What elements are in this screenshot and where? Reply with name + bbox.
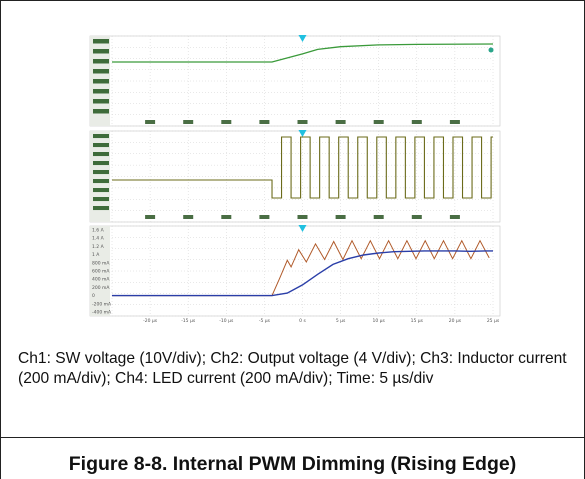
top-time-block bbox=[449, 120, 460, 124]
middle-time-block bbox=[335, 215, 346, 219]
ch2-offset-marker bbox=[488, 47, 494, 53]
top-channel-label-block bbox=[93, 69, 109, 74]
middle-time-block bbox=[183, 215, 194, 219]
middle-channel-label-block bbox=[93, 188, 109, 193]
x-tick-label: 25 µs bbox=[487, 318, 500, 324]
middle-channel-label-block bbox=[93, 134, 109, 139]
middle-channel-label-block bbox=[93, 152, 109, 157]
x-tick-label: -20 µs bbox=[143, 318, 158, 324]
top-time-block bbox=[411, 120, 422, 124]
top-channel-label-block bbox=[93, 59, 109, 64]
y-tick-label: 200 mA bbox=[92, 285, 110, 291]
output-voltage-trace bbox=[112, 43, 494, 63]
bottom-trigger-marker bbox=[298, 225, 307, 232]
middle-channel-label-block bbox=[93, 143, 109, 148]
x-tick-label: -10 µs bbox=[219, 318, 234, 324]
x-tick-label: 5 µs bbox=[336, 318, 346, 324]
middle-channel-label-block bbox=[93, 206, 109, 211]
middle-time-block bbox=[449, 215, 460, 219]
x-tick-label: 0 s bbox=[299, 318, 306, 324]
x-tick-label: -15 µs bbox=[181, 318, 196, 324]
top-time-block bbox=[145, 120, 156, 124]
y-tick-label: 600 mA bbox=[92, 269, 110, 275]
middle-channel-label-block bbox=[93, 197, 109, 202]
oscilloscope-capture: 1.6 A 1.4 A 1.2 A 1 A 800 mA 600 mA 400 mA 200 … bbox=[89, 35, 501, 324]
middle-time-block bbox=[221, 215, 232, 219]
y-tick-label: -400 mA bbox=[92, 310, 112, 316]
top-panel-output-voltage bbox=[89, 35, 501, 127]
y-tick-label: 800 mA bbox=[92, 260, 110, 266]
middle-time-block bbox=[145, 215, 156, 219]
sw-voltage-trace bbox=[112, 136, 493, 199]
top-time-block bbox=[221, 120, 232, 124]
y-tick-label: -200 mA bbox=[92, 301, 112, 307]
y-tick-label: 1.2 A bbox=[92, 244, 105, 250]
figure-caption: Ch1: SW voltage (10V/div); Ch2: Output v… bbox=[18, 350, 567, 387]
y-tick-label: 400 mA bbox=[92, 277, 110, 283]
middle-time-block bbox=[373, 215, 384, 219]
bottom-label-strip bbox=[90, 226, 110, 316]
top-channel-label-block bbox=[93, 89, 109, 94]
top-trigger-marker bbox=[298, 35, 307, 42]
top-time-block bbox=[297, 120, 308, 124]
middle-trigger-marker bbox=[298, 130, 307, 137]
middle-time-block bbox=[411, 215, 422, 219]
middle-panel-sw-voltage bbox=[89, 130, 501, 223]
y-tick-label: 0 bbox=[92, 293, 95, 299]
top-time-block bbox=[259, 120, 270, 124]
x-tick-label: 10 µs bbox=[373, 318, 386, 324]
top-channel-label-block bbox=[93, 39, 109, 44]
top-time-block bbox=[373, 120, 384, 124]
middle-time-block bbox=[297, 215, 308, 219]
inductor-current-trace bbox=[112, 239, 490, 297]
top-time-block bbox=[335, 120, 346, 124]
bottom-panel-currents: 1.6 A 1.4 A 1.2 A 1 A 800 mA 600 mA 400 mA 200 … bbox=[89, 225, 501, 324]
top-channel-label-block bbox=[93, 99, 109, 104]
y-tick-label: 1.4 A bbox=[92, 236, 105, 242]
figure-title: Figure 8-8. Internal PWM Dimming (Rising… bbox=[68, 453, 517, 475]
top-channel-label-block bbox=[93, 109, 109, 114]
middle-channel-label-block bbox=[93, 179, 109, 184]
middle-channel-label-block bbox=[93, 170, 109, 175]
top-channel-label-block bbox=[93, 79, 109, 84]
y-tick-label: 1.6 A bbox=[92, 228, 105, 234]
x-tick-label: 20 µs bbox=[449, 318, 462, 324]
middle-channel-label-block bbox=[93, 161, 109, 166]
y-tick-label: 1 A bbox=[92, 252, 100, 258]
led-current-trace bbox=[112, 250, 493, 297]
x-tick-label: -5 µs bbox=[259, 318, 271, 324]
top-time-block bbox=[183, 120, 194, 124]
middle-time-block bbox=[259, 215, 270, 219]
x-tick-label: 15 µs bbox=[411, 318, 424, 324]
top-channel-label-block bbox=[93, 49, 109, 54]
